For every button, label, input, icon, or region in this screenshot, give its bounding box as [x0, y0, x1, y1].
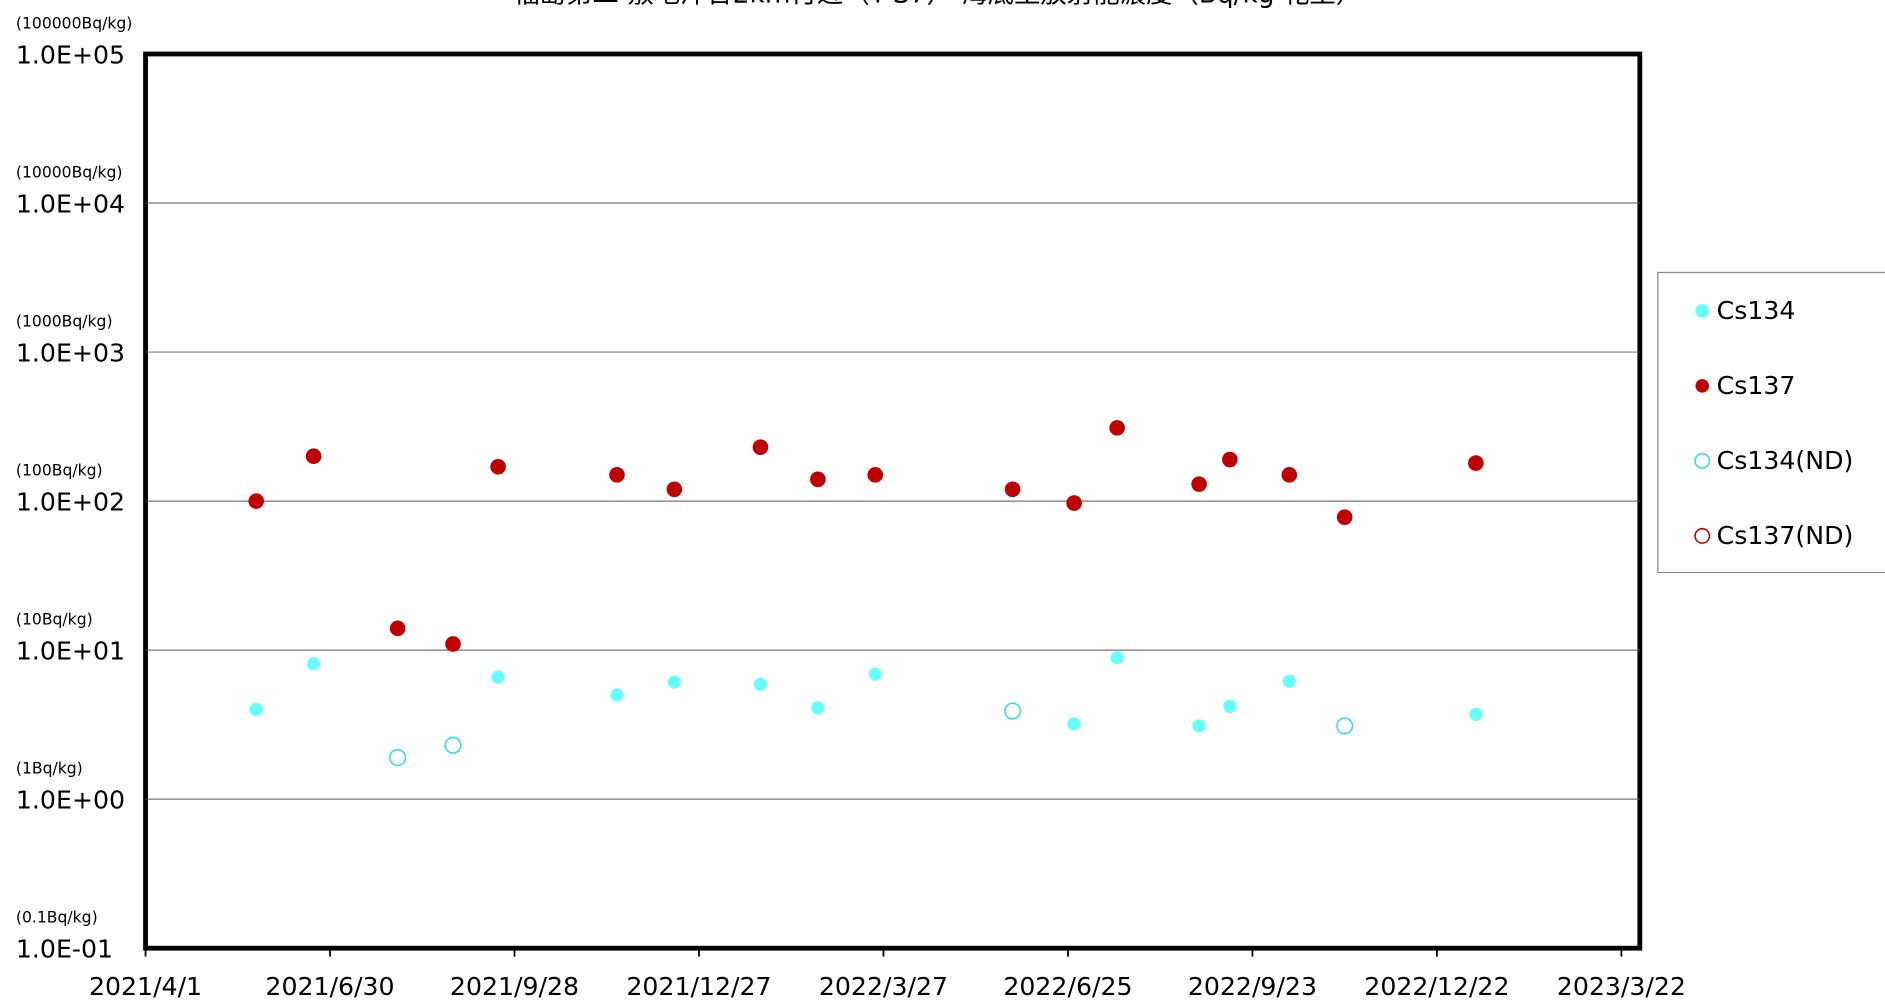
legend-marker: [1694, 452, 1711, 469]
point: [307, 657, 321, 671]
x-tick-label: 2022/6/25: [1003, 972, 1132, 1001]
point: [389, 749, 407, 767]
y-tick-label: 1.0E+04: [16, 189, 125, 218]
point: [491, 670, 505, 684]
y-tick-label: 1.0E-01: [16, 935, 113, 964]
point: [667, 675, 681, 689]
legend-marker: [1695, 304, 1710, 318]
point: [1281, 467, 1298, 483]
point: [1223, 699, 1237, 713]
point: [248, 493, 265, 509]
point: [445, 636, 461, 652]
x-tick-label: 2021/9/28: [450, 972, 579, 1001]
point: [1109, 420, 1125, 436]
x-tick-label: 2022/9/23: [1188, 972, 1317, 1001]
point: [666, 481, 683, 498]
y-unit-label: (10Bq/kg): [16, 611, 93, 629]
point: [1191, 476, 1207, 492]
point: [389, 620, 406, 637]
point: [1468, 455, 1484, 471]
point: [1067, 717, 1081, 731]
point: [1469, 707, 1483, 722]
legend-label: Cs134: [1717, 296, 1796, 325]
point: [868, 667, 882, 681]
point: [1066, 495, 1082, 511]
chart-title: 福島第二 敷地沖合2km付近（T-S7） 海底土放射能濃度（Bq/kg·乾土）: [513, 0, 1362, 10]
legend-marker: [1695, 379, 1710, 393]
x-tick-label: 2022/12/22: [1364, 972, 1509, 1001]
legend: [1657, 271, 1885, 574]
y-tick-label: 1.0E+01: [16, 637, 125, 666]
y-unit-label: (100000Bq/kg): [16, 15, 132, 33]
point: [305, 448, 322, 465]
point: [1192, 719, 1206, 733]
x-tick-label: 2023/3/22: [1557, 972, 1686, 1001]
y-unit-label: (1Bq/kg): [16, 760, 83, 778]
point: [490, 458, 506, 475]
y-unit-label: (10000Bq/kg): [16, 164, 123, 182]
point: [867, 467, 884, 483]
point: [1336, 509, 1353, 525]
legend-label: Cs137(ND): [1717, 521, 1854, 550]
point: [753, 677, 768, 691]
y-unit-label: (0.1Bq/kg): [16, 909, 98, 927]
point: [444, 736, 462, 754]
point: [609, 467, 625, 483]
y-tick-label: 1.0E+03: [16, 338, 125, 367]
legend-marker: [1694, 527, 1711, 544]
point: [810, 471, 826, 488]
y-unit-label: (100Bq/kg): [16, 462, 103, 480]
point: [610, 688, 624, 702]
x-tick-label: 2021/4/1: [89, 972, 202, 1001]
point: [1004, 702, 1022, 720]
x-tick-label: 2021/12/27: [626, 972, 771, 1001]
legend-label: Cs134(ND): [1717, 446, 1854, 475]
point: [1282, 674, 1296, 688]
point: [249, 702, 263, 717]
legend-label: Cs137: [1717, 371, 1796, 400]
y-tick-label: 1.0E+02: [16, 488, 125, 517]
y-unit-label: (1000Bq/kg): [16, 313, 113, 331]
y-tick-label: 1.0E+05: [16, 40, 125, 69]
point: [1222, 451, 1238, 468]
x-tick-label: 2022/3/27: [819, 972, 948, 1001]
x-tick-label: 2021/6/30: [265, 972, 394, 1001]
point: [1110, 651, 1124, 665]
point: [811, 701, 825, 715]
point: [752, 439, 769, 455]
y-tick-label: 1.0E+00: [16, 786, 125, 815]
point: [1336, 717, 1354, 735]
point: [1004, 481, 1021, 498]
